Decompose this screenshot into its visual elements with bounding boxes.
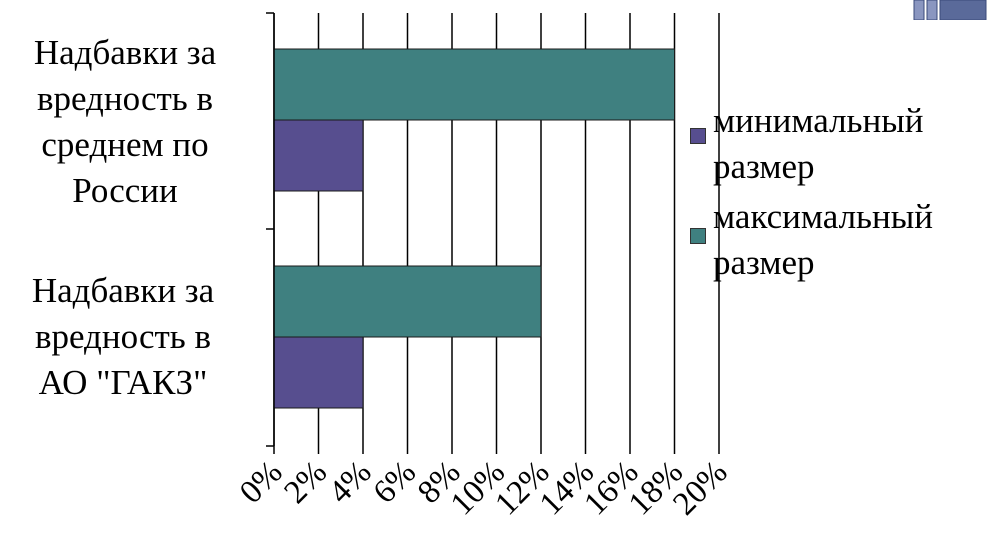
bars [273, 48, 675, 409]
value-axis-ticks: 0%2%4%6%8%10%12%14%16%18%20% [233, 454, 735, 522]
legend-label-minimum: минимальный размер [713, 101, 924, 186]
category-axis [266, 12, 275, 447]
bar-maximum-0 [273, 48, 675, 121]
legend-item-maximum: максимальный размер [690, 194, 990, 286]
legend-swatch-maximum [690, 228, 706, 244]
slide-decoration-icon [913, 0, 987, 20]
legend-label-maximum: максимальный размер [713, 197, 933, 282]
legend-item-minimum: минимальный размер [690, 98, 990, 190]
legend-swatch-minimum [690, 128, 706, 144]
category-label-gakz: Надбавки за вредность в АО "ГАКЗ" [31, 271, 215, 402]
bar-minimum-0 [273, 119, 364, 192]
category-label-russia: Надбавки за вредность в среднем по Росси… [33, 33, 217, 210]
bar-maximum-1 [273, 265, 542, 338]
x-tick-label: 20% [666, 454, 734, 522]
bar-minimum-1 [273, 336, 364, 409]
